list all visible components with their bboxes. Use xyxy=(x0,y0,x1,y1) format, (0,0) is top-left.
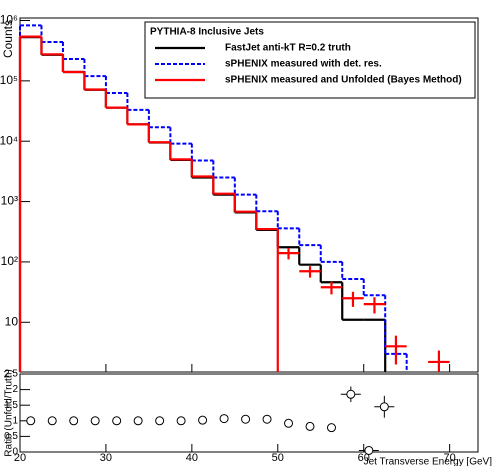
x-tick-label: 30 xyxy=(100,452,112,464)
y-tick-label: 0.5 xyxy=(4,431,18,442)
legend xyxy=(144,21,476,99)
x-tick-label: 60 xyxy=(358,452,370,464)
legend-label: FastJet anti-kT R=0.2 truth xyxy=(225,43,351,54)
y-tick-label: 1 xyxy=(12,415,18,426)
ratio-point xyxy=(219,414,229,424)
ratio-point xyxy=(176,416,186,426)
legend-label: sPHENIX measured with det. res. xyxy=(225,59,382,70)
ratio-y-axis-title: Ratio (Unfold/Truth) xyxy=(4,369,15,456)
ratio-point xyxy=(305,421,315,431)
y-tick-label: 0 xyxy=(12,447,18,458)
ratio-point xyxy=(198,415,208,425)
x-axis-title: Jet Transverse Energy [GeV] xyxy=(364,457,493,466)
ratio-point xyxy=(90,416,100,426)
x-tick-label: 20 xyxy=(14,452,26,464)
y-tick-label: 2.5 xyxy=(4,369,18,380)
ratio-point xyxy=(262,414,272,424)
ratio-point xyxy=(326,423,336,433)
y-tick-label: 10⁵ xyxy=(0,73,18,87)
ratio-point xyxy=(241,414,251,424)
ratio-point xyxy=(26,416,36,426)
y-tick-label: 1.5 xyxy=(4,400,18,411)
y-tick-label: 10 xyxy=(5,314,19,328)
ratio-point xyxy=(69,416,79,426)
y-tick-label: 2 xyxy=(12,384,18,395)
x-tick-label: 40 xyxy=(186,452,198,464)
y-tick-label: 10⁶ xyxy=(0,13,18,27)
ratio-point xyxy=(346,389,356,399)
ratio-point xyxy=(133,416,143,426)
ratio-point xyxy=(284,418,294,428)
ratio-frame xyxy=(19,373,479,453)
x-tick-label: 50 xyxy=(272,452,284,464)
y-axis-title: Counts xyxy=(1,20,15,58)
ratio-point xyxy=(379,402,389,412)
y-tick-label: 10⁴ xyxy=(0,133,18,147)
ratio-point xyxy=(155,416,165,426)
x-tick-label: 70 xyxy=(444,452,456,464)
y-tick-label: 10³ xyxy=(1,194,18,208)
ratio-point xyxy=(47,416,57,426)
ratio-point xyxy=(112,416,122,426)
legend-label: sPHENIX measured and Unfolded (Bayes Met… xyxy=(225,75,462,86)
y-tick-label: 10² xyxy=(1,254,18,268)
legend-title: PYTHIA-8 Inclusive Jets xyxy=(150,27,264,38)
ratio-point xyxy=(364,445,374,455)
